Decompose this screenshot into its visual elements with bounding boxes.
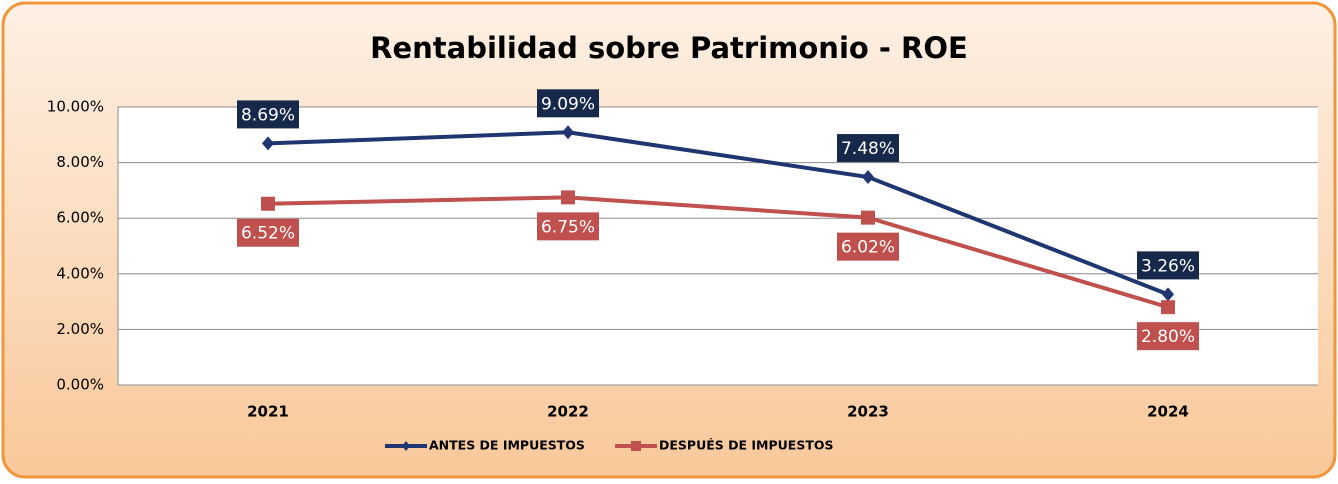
data-label: 8.69% (241, 105, 295, 125)
data-label: 6.75% (541, 217, 595, 237)
point-marker (562, 125, 574, 140)
x-tick-label: 2022 (547, 403, 589, 421)
y-tick-label: 2.00% (56, 320, 104, 338)
data-label-box (237, 100, 299, 129)
x-tick-label: 2021 (247, 403, 289, 421)
x-tick-label: 2023 (847, 403, 889, 421)
legend-marker (402, 441, 410, 451)
data-label: 6.02% (841, 238, 895, 258)
data-label-box (837, 134, 899, 163)
legend-label: DESPUÉS DE IMPUESTOS (659, 438, 834, 453)
y-tick-label: 10.00% (47, 98, 104, 116)
data-label-box (837, 232, 899, 261)
legend-label: ANTES DE IMPUESTOS (429, 438, 585, 453)
data-label-box (1137, 251, 1199, 280)
point-marker (561, 190, 575, 205)
legend-marker (631, 441, 641, 451)
y-tick-label: 4.00% (56, 264, 104, 282)
data-label: 9.09% (541, 94, 595, 114)
point-marker (1161, 300, 1175, 315)
data-label: 2.80% (1141, 327, 1195, 347)
point-marker (1162, 287, 1174, 302)
x-tick-label: 2024 (1147, 403, 1189, 421)
point-marker (262, 136, 274, 151)
point-marker (862, 170, 874, 185)
series-line (267, 195, 1169, 310)
data-label-box (537, 89, 599, 118)
y-tick-label: 8.00% (56, 153, 104, 171)
data-label-box (237, 218, 299, 247)
y-tick-label: 0.00% (56, 376, 104, 394)
data-label: 6.52% (241, 224, 295, 244)
y-tick-label: 6.00% (56, 209, 104, 227)
data-label-box (1137, 322, 1199, 351)
data-label: 3.26% (1141, 256, 1195, 276)
data-label: 7.48% (841, 139, 895, 159)
series-line (267, 130, 1169, 297)
point-marker (861, 210, 875, 225)
chart-title: Rentabilidad sobre Patrimonio - ROE (370, 31, 968, 65)
data-label-box (537, 212, 599, 241)
point-marker (261, 196, 275, 211)
